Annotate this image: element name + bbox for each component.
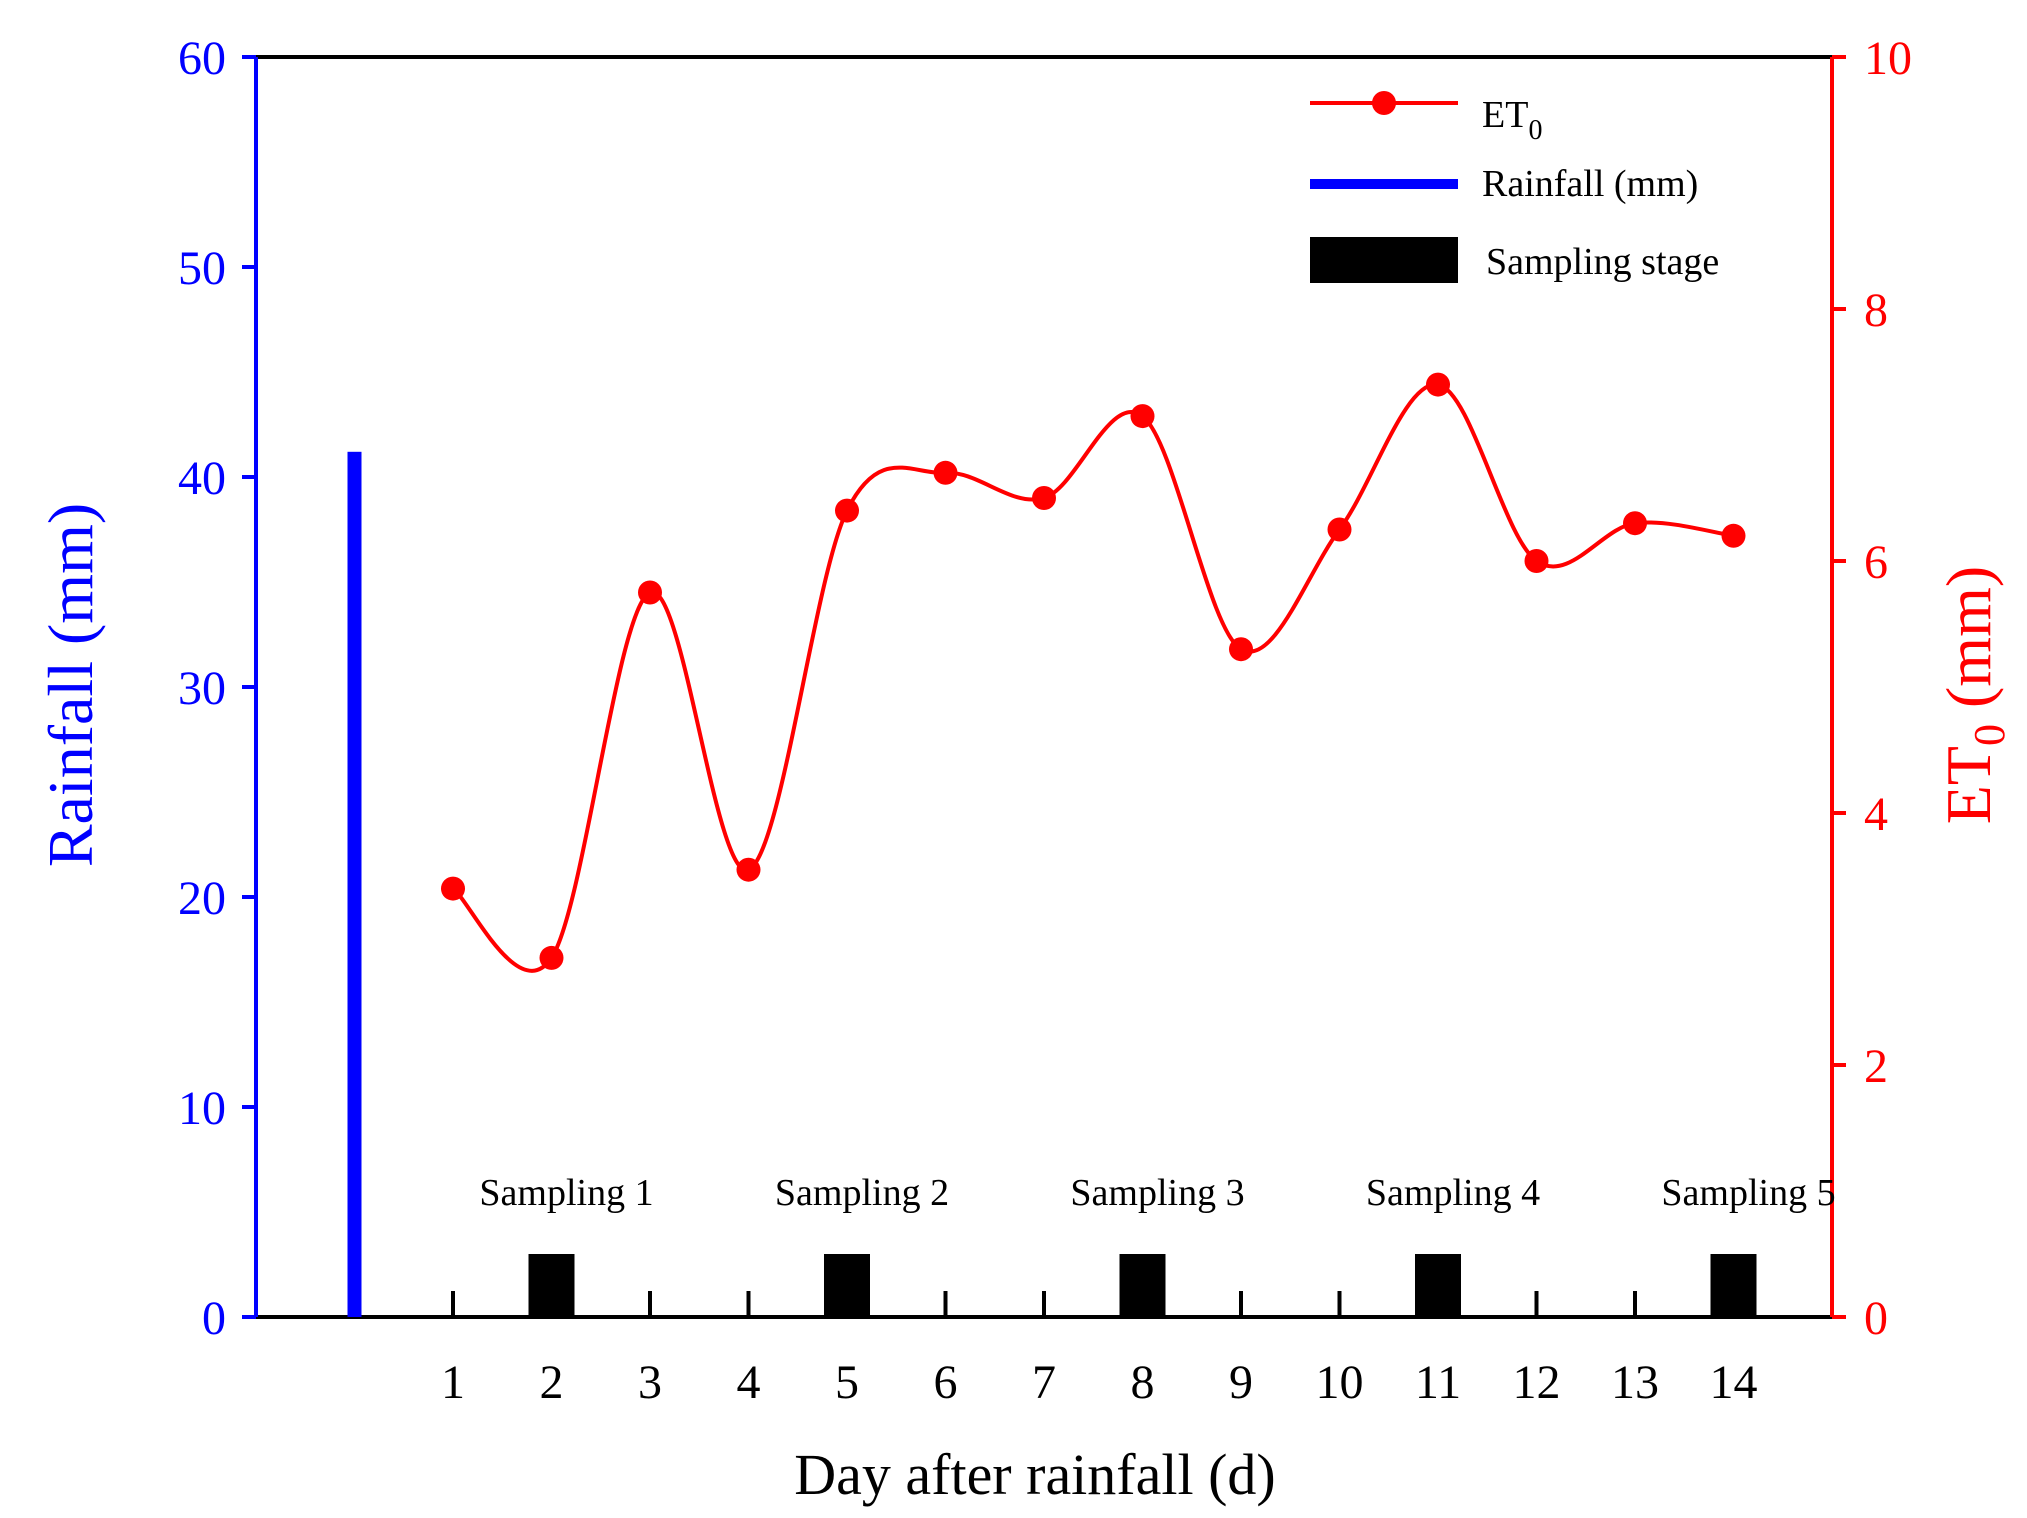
y-right-tick-label: 0	[1864, 1292, 1888, 1345]
x-tick-label: 9	[1229, 1356, 1253, 1409]
et0-point	[1524, 549, 1549, 573]
legend-sampling-swatch	[1310, 237, 1458, 283]
et0-point	[539, 945, 564, 970]
sampling-label: Sampling 1	[479, 1172, 653, 1214]
x-tick-label: 6	[934, 1356, 958, 1409]
et0-point	[835, 498, 859, 523]
et0-point	[1229, 637, 1253, 662]
y-left-tick-label: 0	[202, 1292, 226, 1345]
legend-sampling-label: Sampling stage	[1486, 241, 1719, 283]
y-left-tick-label: 50	[178, 242, 226, 295]
sampling-label: Sampling 4	[1366, 1172, 1540, 1214]
y-left-axis-title: Rainfall (mm)	[35, 503, 106, 867]
legend-et0-marker	[1372, 91, 1396, 115]
x-tick-label: 10	[1316, 1356, 1364, 1409]
y-right-tick-label: 6	[1864, 536, 1888, 589]
y-right-tick-label: 8	[1864, 284, 1888, 337]
et0-point	[1032, 486, 1056, 510]
et0-line	[451, 382, 1734, 973]
et0-point	[441, 876, 465, 901]
x-tick-label: 8	[1131, 1356, 1155, 1409]
y-left-tick-label: 10	[178, 1082, 226, 1135]
y-right-axis-title: ET0 (mm)	[1933, 566, 2014, 824]
legend-rainfall-label: Rainfall (mm)	[1482, 163, 1698, 205]
y-right-title-main: ET	[1933, 746, 2004, 824]
et0-point	[933, 460, 958, 485]
y-right-title-sub: 0	[1965, 724, 2014, 746]
y-right-tick-label: 10	[1864, 32, 1912, 85]
legend-et0-sub: 0	[1528, 115, 1542, 146]
et0-point	[1623, 511, 1647, 536]
legend-et0-label: ET0	[1482, 94, 1542, 146]
sampling-label: Sampling 3	[1070, 1172, 1244, 1214]
legend-et0-main: ET	[1482, 94, 1528, 136]
x-tick-label: 12	[1513, 1356, 1561, 1409]
y-left-tick-label: 20	[178, 872, 226, 925]
et0-point	[638, 580, 662, 605]
x-axis-title: Day after rainfall (d)	[794, 1442, 1275, 1507]
x-tick-label: 4	[737, 1356, 761, 1409]
y-right-tick-label: 4	[1864, 788, 1888, 841]
et0-point	[1327, 517, 1352, 542]
y-right-tick-label: 2	[1864, 1040, 1888, 1093]
x-tick-label: 13	[1611, 1356, 1659, 1409]
x-tick-label: 11	[1415, 1356, 1461, 1409]
x-tick-label: 7	[1032, 1356, 1056, 1409]
x-tick-label: 14	[1710, 1356, 1758, 1409]
rainfall-bar	[347, 451, 362, 1317]
sampling-layer: Sampling 1 Sampling 2 Sampling 3 Sampling 4…	[479, 1172, 1836, 1317]
x-tick-label: 1	[441, 1356, 465, 1409]
x-tick-label: 3	[638, 1356, 662, 1409]
y-left-tick-label: 60	[178, 32, 226, 85]
et0-point	[1426, 372, 1450, 397]
sampling-label: Sampling 2	[775, 1172, 949, 1214]
et0-layer	[441, 372, 1746, 973]
et0-point	[1721, 523, 1746, 548]
rainfall-layer	[347, 451, 362, 1317]
y-right-title-unit: (mm)	[1933, 566, 2004, 724]
legend-rainfall-swatch	[1310, 179, 1458, 189]
y-left-tick-label: 30	[178, 662, 226, 715]
legend: ET0 Rainfall (mm) Sampling stage	[1310, 91, 1719, 283]
y-left-tick-label: 40	[178, 452, 226, 505]
sampling-label: Sampling 5	[1661, 1172, 1835, 1214]
et0-point	[736, 857, 761, 882]
x-tick-label: 2	[540, 1356, 564, 1409]
et0-point	[1130, 404, 1155, 429]
x-tick-label: 5	[835, 1356, 859, 1409]
